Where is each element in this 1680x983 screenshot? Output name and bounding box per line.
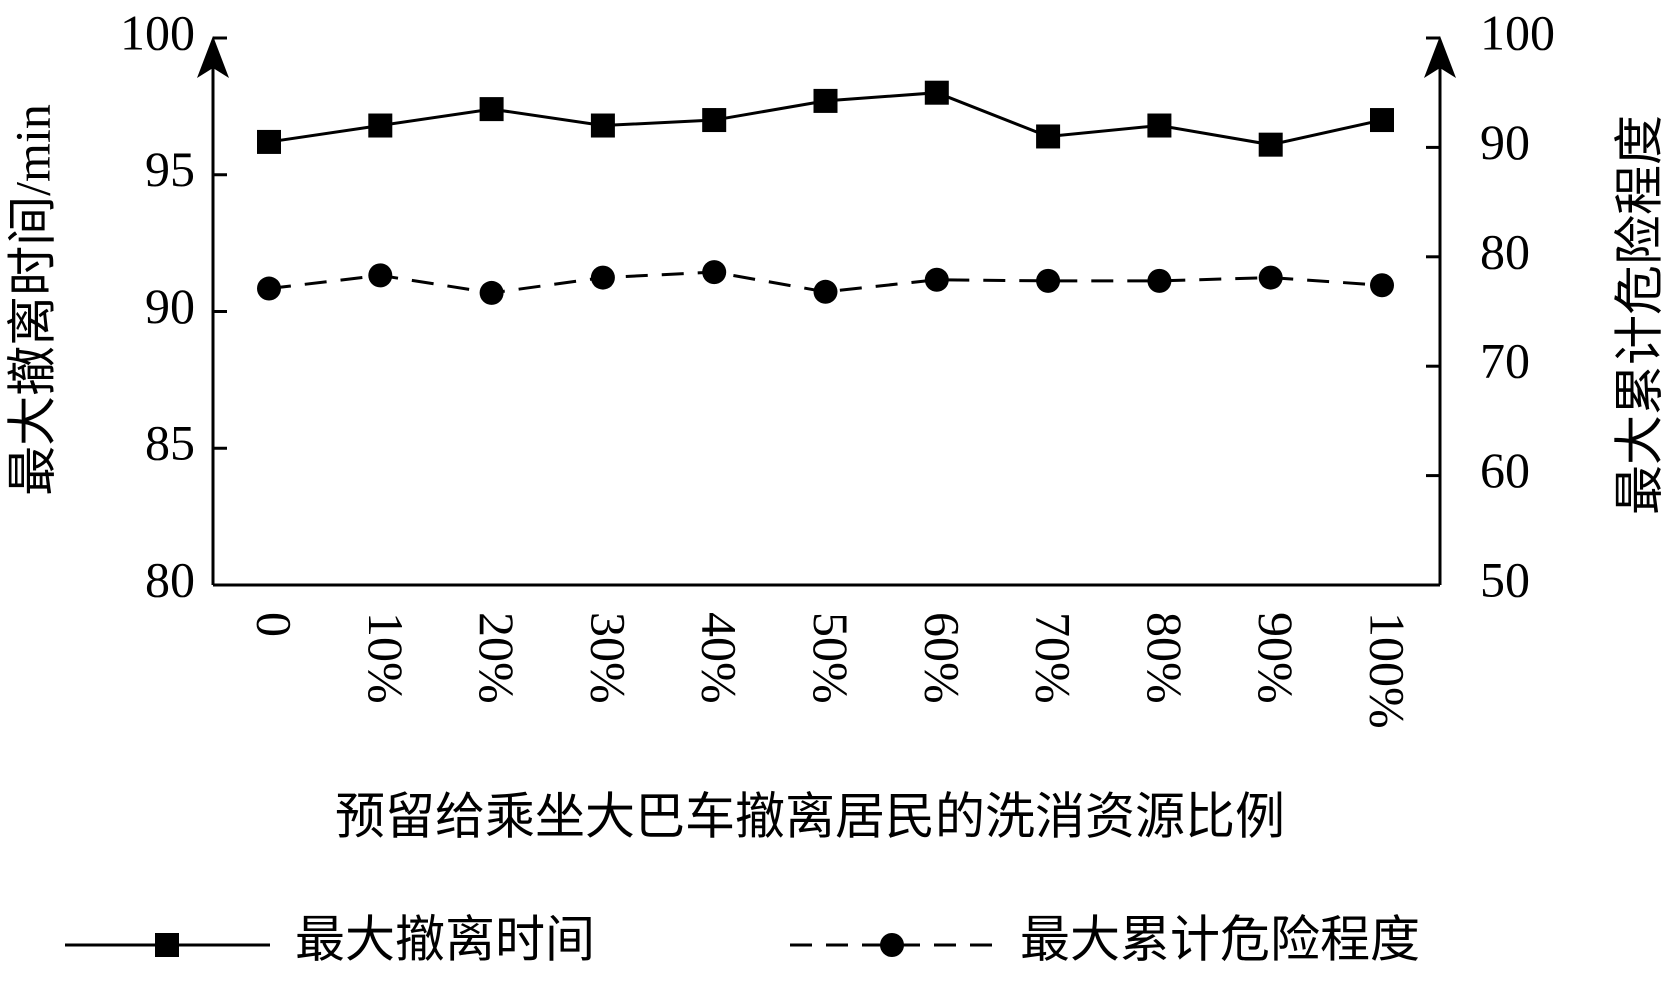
y2-axis-title: 最大累计危险程度 bbox=[1611, 115, 1667, 515]
x-axis-title: 预留给乘坐大巴车撤离居民的洗消资源比例 bbox=[335, 788, 1285, 844]
x-tick-label: 90% bbox=[1248, 612, 1304, 704]
data-point bbox=[813, 88, 838, 113]
data-point bbox=[1036, 124, 1061, 149]
x-tick-label: 10% bbox=[358, 612, 414, 704]
legend-marker bbox=[880, 933, 904, 957]
y2-tick-label: 50 bbox=[1480, 551, 1530, 607]
y-axis-arrow bbox=[197, 36, 229, 78]
y-tick-label: 95 bbox=[145, 141, 195, 197]
data-point bbox=[257, 276, 281, 301]
y2-tick-label: 70 bbox=[1480, 333, 1530, 389]
y-tick-label: 90 bbox=[145, 278, 195, 334]
y2-axis-arrow bbox=[1424, 36, 1456, 78]
x-tick-label: 50% bbox=[803, 612, 859, 704]
data-point bbox=[702, 108, 727, 133]
y-tick-label: 80 bbox=[145, 551, 195, 607]
x-tick-label: 40% bbox=[692, 612, 748, 704]
data-point bbox=[1147, 113, 1172, 138]
data-point bbox=[257, 129, 281, 154]
x-tick-label: 100% bbox=[1360, 612, 1416, 729]
data-point bbox=[924, 80, 949, 105]
data-point bbox=[590, 265, 615, 290]
data-point bbox=[1036, 268, 1061, 293]
x-tick-label: 20% bbox=[469, 612, 525, 704]
data-point bbox=[1370, 273, 1394, 298]
x-tick-label: 0 bbox=[247, 612, 303, 637]
data-point bbox=[813, 279, 838, 304]
data-point bbox=[924, 267, 949, 292]
data-point bbox=[590, 113, 615, 138]
y-tick-label: 85 bbox=[145, 415, 195, 471]
data-point bbox=[368, 263, 393, 288]
y2-tick-label: 90 bbox=[1480, 114, 1530, 170]
data-point bbox=[368, 113, 393, 138]
data-point bbox=[1370, 108, 1394, 133]
y2-tick-label: 80 bbox=[1480, 223, 1530, 279]
data-point bbox=[1258, 265, 1283, 290]
data-point bbox=[1258, 132, 1283, 157]
data-point bbox=[1147, 268, 1172, 293]
legend-label: 最大撤离时间 bbox=[295, 911, 595, 967]
y-axis-title: 最大撤离时间/min bbox=[4, 104, 60, 496]
data-point bbox=[702, 260, 727, 285]
x-tick-label: 30% bbox=[580, 612, 636, 704]
y2-tick-label: 100 bbox=[1480, 4, 1555, 60]
x-tick-label: 60% bbox=[914, 612, 970, 704]
data-point bbox=[479, 97, 504, 122]
legend-label: 最大累计危险程度 bbox=[1020, 911, 1420, 967]
y2-tick-label: 60 bbox=[1480, 442, 1530, 498]
x-tick-label: 70% bbox=[1026, 612, 1082, 704]
x-tick-label: 80% bbox=[1137, 612, 1193, 704]
y-tick-label: 100 bbox=[120, 4, 195, 60]
data-point bbox=[479, 280, 504, 305]
legend-marker bbox=[155, 933, 179, 957]
